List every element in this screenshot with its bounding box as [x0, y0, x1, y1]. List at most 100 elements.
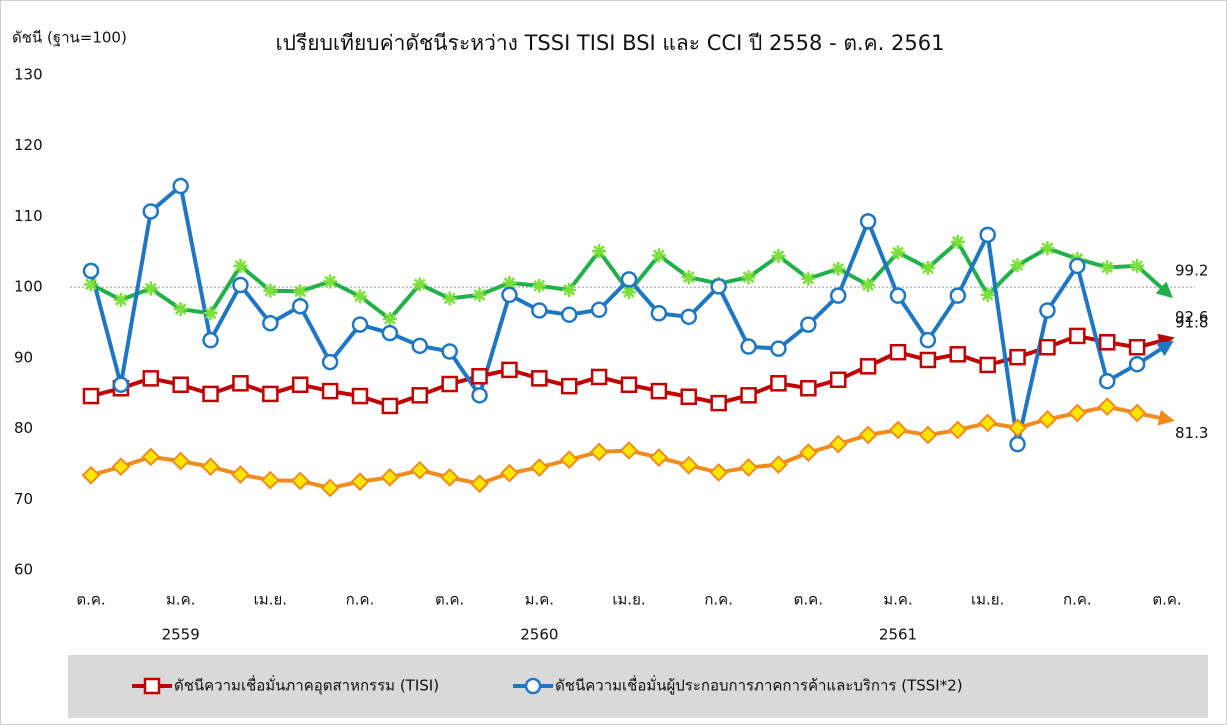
- marker-diamond: [81, 465, 101, 485]
- marker-square: [710, 394, 727, 412]
- marker-circle: [411, 337, 429, 355]
- marker-circle: [381, 324, 399, 342]
- x-tick-label: เม.ย.: [612, 591, 645, 609]
- marker-asterisk: [502, 275, 517, 290]
- marker-asterisk: [651, 248, 666, 263]
- marker-asterisk: [113, 292, 128, 307]
- marker-diamond: [111, 457, 131, 477]
- marker-square: [590, 368, 608, 386]
- marker-diamond: [350, 472, 370, 492]
- marker-asterisk: [891, 245, 905, 260]
- marker-asterisk: [1010, 258, 1025, 273]
- marker-asterisk: [472, 287, 487, 302]
- marker-diamond: [1038, 409, 1057, 429]
- marker-diamond: [201, 457, 220, 477]
- marker-square: [889, 343, 907, 361]
- marker-diamond: [470, 474, 489, 494]
- marker-diamond: [1067, 403, 1087, 423]
- marker-asterisk: [622, 285, 636, 300]
- marker-diamond: [260, 470, 280, 490]
- marker-square: [1009, 348, 1026, 366]
- marker-diamond: [290, 471, 310, 491]
- marker-square: [919, 351, 937, 369]
- marker-asterisk: [323, 274, 338, 289]
- marker-diamond: [649, 448, 669, 467]
- marker-circle: [740, 338, 757, 355]
- marker-circle: [1039, 302, 1056, 319]
- x-tick-label: เม.ย.: [971, 591, 1004, 609]
- marker-diamond: [440, 467, 460, 487]
- marker-square: [291, 376, 309, 393]
- x-tick-label: ต.ค.: [794, 591, 823, 609]
- marker-asterisk: [741, 270, 756, 285]
- marker-circle: [172, 177, 189, 195]
- chart-title: เปรียบเทียบค่าดัชนีระหว่าง TSSI TISI BSI…: [276, 31, 945, 55]
- marker-diamond: [798, 443, 818, 463]
- marker-diamond: [769, 455, 788, 475]
- marker-circle: [1069, 257, 1086, 275]
- marker-circle: [590, 301, 608, 319]
- marker-diamond: [858, 425, 878, 445]
- marker-asterisk: [233, 258, 248, 273]
- marker-square: [441, 375, 458, 393]
- marker-asterisk: [442, 291, 457, 306]
- y-tick-label: 130: [14, 66, 43, 84]
- marker-circle: [829, 287, 847, 304]
- legend-marker: [524, 677, 542, 695]
- marker-diamond: [739, 458, 758, 477]
- marker-square: [1098, 334, 1116, 351]
- y-tick-label: 90: [14, 348, 33, 366]
- marker-diamond: [141, 447, 161, 467]
- marker-circle: [142, 203, 160, 220]
- marker-square: [859, 358, 877, 375]
- marker-circle: [1128, 355, 1146, 373]
- marker-circle: [321, 353, 339, 371]
- marker-circle: [650, 305, 668, 322]
- marker-diamond: [679, 455, 699, 475]
- marker-circle: [1009, 435, 1026, 453]
- marker-asterisk: [1130, 258, 1145, 273]
- end-value-label: 92.6: [1175, 308, 1208, 326]
- marker-asterisk: [920, 261, 935, 276]
- marker-square: [262, 385, 279, 403]
- marker-circle: [800, 316, 817, 333]
- marker-diamond: [1097, 397, 1117, 417]
- marker-square: [770, 375, 787, 392]
- marker-asterisk: [801, 271, 816, 286]
- marker-diamond: [410, 460, 430, 480]
- marker-asterisk: [861, 278, 876, 293]
- marker-diamond: [380, 467, 400, 487]
- x-tick-label: ก.ค.: [1063, 591, 1092, 609]
- marker-asterisk: [203, 306, 218, 321]
- marker-asterisk: [532, 278, 547, 293]
- marker-circle: [441, 343, 458, 360]
- x-tick-label: ม.ค.: [883, 591, 912, 609]
- marker-asterisk: [950, 234, 965, 249]
- marker-diamond: [231, 465, 250, 484]
- marker-square: [650, 382, 668, 400]
- marker-circle: [112, 376, 130, 393]
- marker-square: [620, 376, 638, 393]
- marker-circle: [262, 314, 279, 332]
- year-label: 2560: [520, 626, 558, 644]
- marker-square: [471, 367, 488, 385]
- marker-diamond: [828, 434, 848, 454]
- marker-asterisk: [382, 311, 397, 326]
- marker-square: [979, 356, 996, 374]
- legend-label: ดัชนีความเชื่อมั่นผู้ประกอบการภาคการค้าแ…: [555, 675, 963, 695]
- marker-circle: [471, 387, 488, 404]
- marker-square: [1128, 339, 1146, 356]
- marker-circle: [531, 302, 548, 319]
- y-tick-label: 70: [14, 490, 33, 508]
- marker-diamond: [589, 442, 609, 462]
- marker-asterisk: [353, 289, 367, 304]
- marker-diamond: [948, 420, 968, 440]
- marker-circle: [919, 331, 937, 349]
- legend-label: ดัชนีความเชื่อมั่นภาคอุตสาหกรรม (TISI): [174, 675, 439, 696]
- marker-asterisk: [980, 287, 995, 302]
- x-tick-label: ก.ค.: [704, 591, 733, 609]
- marker-diamond: [619, 441, 639, 460]
- marker-asterisk: [1100, 260, 1115, 275]
- x-tick-label: ต.ค.: [1152, 591, 1181, 609]
- marker-asterisk: [681, 270, 696, 285]
